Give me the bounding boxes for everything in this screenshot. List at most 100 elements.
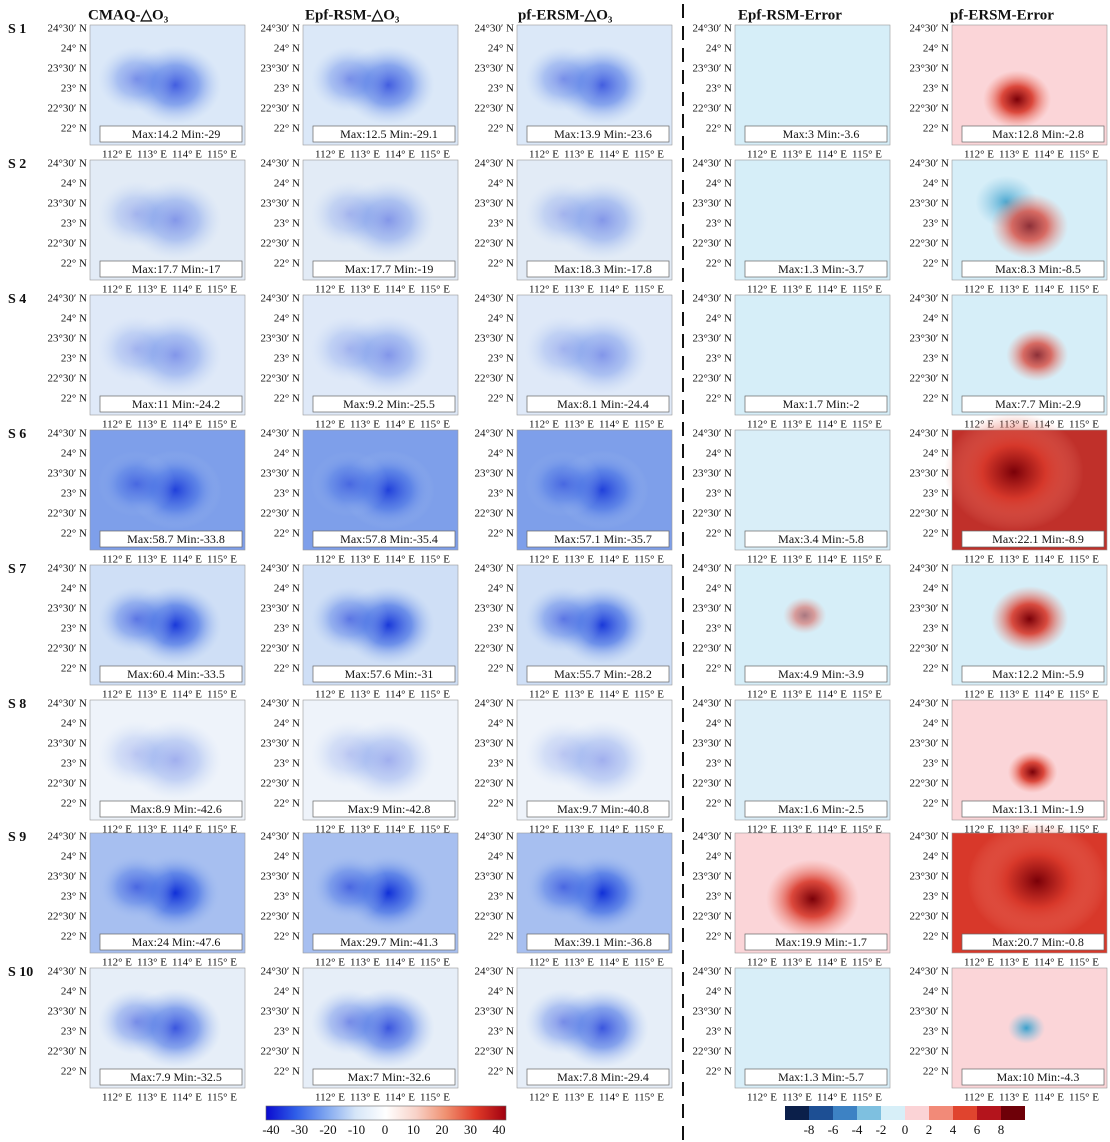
lat-tick-label: 24° N [274, 448, 300, 460]
map-panel: Max:39.1 Min:-36.824°30′ N24° N23°30′ N2… [475, 831, 673, 969]
lon-tick-label: 115° E [420, 419, 450, 431]
lon-tick-label: 114° E [1034, 554, 1064, 566]
lon-tick-label: 113° E [137, 689, 167, 701]
stats-label: Max:11 Min:-24.2 [132, 397, 220, 411]
lat-tick-label: 24°30′ N [693, 158, 733, 170]
lon-tick-label: 113° E [564, 419, 594, 431]
stats-label: Max:7.7 Min:-2.9 [995, 397, 1081, 411]
lat-tick-label: 24° N [274, 718, 300, 730]
lon-tick-label: 114° E [599, 284, 629, 296]
column-header: pf-ERSM-Error [950, 7, 1054, 23]
lat-tick-label: 24° N [274, 583, 300, 595]
lat-tick-label: 23°30′ N [475, 198, 515, 210]
lat-tick-label: 22° N [488, 931, 514, 943]
lon-tick-label: 112° E [529, 419, 559, 431]
lon-tick-label: 112° E [315, 419, 345, 431]
lon-tick-label: 113° E [350, 554, 380, 566]
map-panel: Max:58.7 Min:-33.824°30′ N24° N23°30′ N2… [48, 428, 246, 566]
column-header: Epf-RSM-Error [738, 7, 842, 23]
lon-tick-label: 113° E [782, 419, 812, 431]
colorbar-segment [1001, 1106, 1025, 1120]
lat-tick-label: 22° N [61, 663, 87, 675]
lat-tick-label: 23°30′ N [261, 468, 301, 480]
lat-tick-label: 23° N [488, 1026, 514, 1038]
lon-tick-label: 113° E [350, 957, 380, 969]
lon-tick-label: 113° E [137, 149, 167, 161]
map-panel: Max:12.8 Min:-2.824°30′ N24° N23°30′ N23… [910, 23, 1108, 161]
lon-tick-label: 112° E [315, 149, 345, 161]
lat-tick-label: 24°30′ N [261, 158, 301, 170]
lat-tick-label: 22°30′ N [261, 373, 301, 385]
lon-tick-label: 113° E [782, 554, 812, 566]
colorbar-tick-label: -2 [876, 1122, 887, 1137]
map-panel: Max:8.3 Min:-8.524°30′ N24° N23°30′ N23°… [910, 158, 1108, 296]
stats-label: Max:13.1 Min:-1.9 [992, 802, 1084, 816]
lon-tick-label: 112° E [315, 1092, 345, 1104]
lat-tick-label: 23°30′ N [693, 738, 733, 750]
map-pattern [1008, 751, 1058, 793]
row-label: S 9 [8, 830, 26, 845]
lat-tick-label: 24°30′ N [475, 966, 515, 978]
lon-tick-label: 113° E [350, 149, 380, 161]
lat-tick-label: 22°30′ N [693, 911, 733, 923]
lat-tick-label: 22° N [61, 798, 87, 810]
lat-tick-label: 23°30′ N [910, 333, 950, 345]
lon-tick-label: 112° E [964, 689, 994, 701]
map-pattern [311, 451, 389, 517]
lon-tick-label: 113° E [782, 689, 812, 701]
map-pattern [311, 586, 389, 652]
lat-tick-label: 22°30′ N [910, 778, 950, 790]
colorbar-tick-label: -30 [291, 1122, 308, 1137]
lon-tick-label: 114° E [599, 957, 629, 969]
lat-tick-label: 22° N [274, 663, 300, 675]
lat-tick-label: 24° N [923, 448, 949, 460]
colorbar-tick-label: -40 [262, 1122, 279, 1137]
map-pattern [783, 597, 826, 634]
map-pattern [311, 721, 389, 787]
map-panel: Max:7.9 Min:-32.524°30′ N24° N23°30′ N23… [48, 966, 246, 1104]
map-pattern [311, 316, 389, 382]
lon-tick-label: 112° E [102, 284, 132, 296]
lat-tick-label: 23°30′ N [475, 871, 515, 883]
lon-tick-label: 115° E [634, 554, 664, 566]
stats-label: Max:13.9 Min:-23.6 [554, 127, 652, 141]
stats-label: Max:60.4 Min:-33.5 [127, 667, 225, 681]
row-label: S 6 [8, 427, 26, 442]
stats-label: Max:18.3 Min:-17.8 [554, 262, 652, 276]
map-panel: Max:55.7 Min:-28.224°30′ N24° N23°30′ N2… [475, 563, 673, 701]
lat-tick-label: 24° N [61, 986, 87, 998]
lon-tick-label: 112° E [529, 554, 559, 566]
lat-tick-label: 24° N [488, 583, 514, 595]
stats-label: Max:7.8 Min:-29.4 [557, 1070, 649, 1084]
lat-tick-label: 22° N [923, 528, 949, 540]
lat-tick-label: 24°30′ N [48, 428, 88, 440]
colorbar-segment [929, 1106, 953, 1120]
lat-tick-label: 24° N [61, 851, 87, 863]
lat-tick-label: 22° N [488, 123, 514, 135]
stats-label: Max:57.8 Min:-35.4 [340, 532, 438, 546]
colorbar-tick-label: -20 [319, 1122, 336, 1137]
map-panel: Max:1.3 Min:-3.724°30′ N24° N23°30′ N23°… [693, 158, 891, 296]
map-panel: Max:13.9 Min:-23.624°30′ N24° N23°30′ N2… [475, 23, 673, 161]
lon-tick-label: 115° E [420, 689, 450, 701]
lat-tick-label: 24° N [923, 718, 949, 730]
lon-tick-label: 112° E [102, 1092, 132, 1104]
map-pattern [98, 181, 176, 247]
lon-tick-label: 114° E [817, 149, 847, 161]
stats-label: Max:9.7 Min:-40.8 [557, 802, 649, 816]
lat-tick-label: 23° N [706, 891, 732, 903]
lat-tick-label: 23° N [923, 488, 949, 500]
stats-label: Max:4.9 Min:-3.9 [778, 667, 864, 681]
lat-tick-label: 23° N [488, 488, 514, 500]
lat-tick-label: 23° N [923, 218, 949, 230]
lat-tick-label: 24°30′ N [475, 563, 515, 575]
stats-label: Max:3 Min:-3.6 [783, 127, 860, 141]
lat-tick-label: 23°30′ N [693, 198, 733, 210]
lon-tick-label: 115° E [852, 419, 882, 431]
lat-tick-label: 23°30′ N [475, 603, 515, 615]
lon-tick-label: 112° E [747, 419, 777, 431]
lat-tick-label: 24°30′ N [693, 698, 733, 710]
lat-tick-label: 23° N [488, 891, 514, 903]
lat-tick-label: 22° N [923, 663, 949, 675]
lat-tick-label: 22° N [61, 528, 87, 540]
